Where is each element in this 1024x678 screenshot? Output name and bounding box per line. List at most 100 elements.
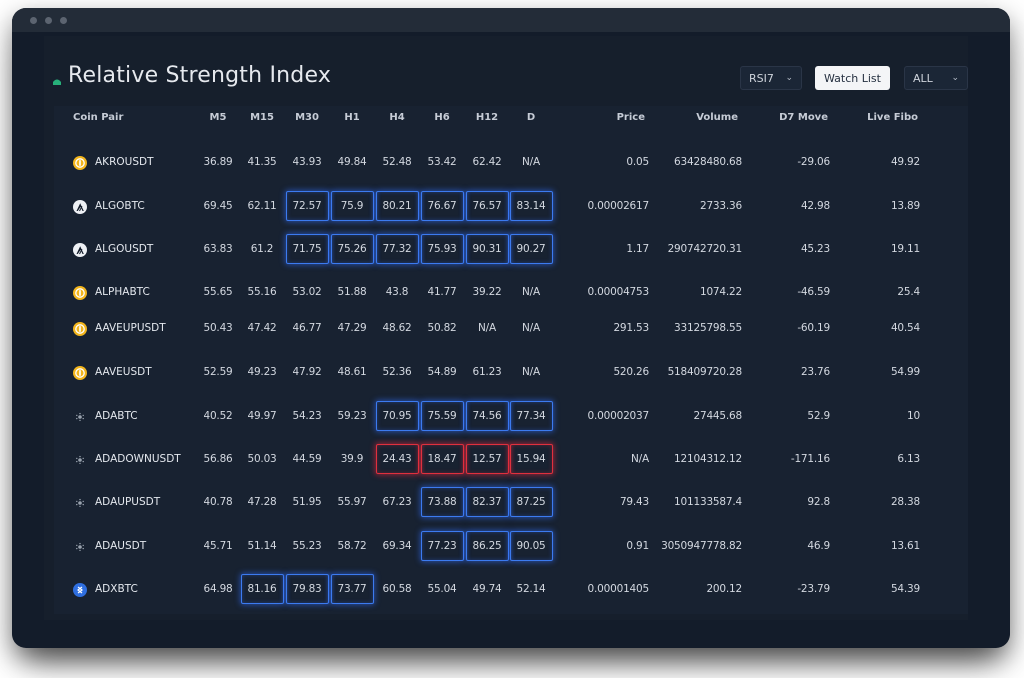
coin-pair-name[interactable]: AAVEUSDT bbox=[95, 366, 152, 378]
d7-move-value: -23.79 bbox=[797, 583, 830, 595]
overbought-highlight bbox=[331, 191, 374, 221]
column-header[interactable]: H4 bbox=[389, 112, 405, 123]
price-value: 0.05 bbox=[626, 156, 649, 168]
oversold-highlight bbox=[510, 444, 553, 474]
live-fibo-value: 19.11 bbox=[890, 243, 920, 255]
rsi-value: 86.25 bbox=[472, 540, 502, 552]
rsi-value: 75.93 bbox=[427, 243, 457, 255]
rsi-value: 40.78 bbox=[203, 496, 233, 508]
d7-move-value: 46.9 bbox=[807, 540, 830, 552]
rsi-value: 39.9 bbox=[340, 453, 364, 465]
rsi-value: N/A bbox=[478, 322, 496, 334]
volume-value: 290742720.31 bbox=[667, 243, 743, 255]
overbought-highlight bbox=[510, 191, 553, 221]
overbought-highlight bbox=[286, 574, 329, 604]
column-header[interactable]: H6 bbox=[434, 112, 450, 123]
rsi-value: 36.89 bbox=[203, 156, 233, 168]
overbought-highlight bbox=[421, 487, 464, 517]
oversold-highlight bbox=[421, 444, 464, 474]
window-dot-icon[interactable] bbox=[45, 17, 52, 24]
rsi-value: 47.29 bbox=[337, 322, 367, 334]
rsi-value: 48.62 bbox=[382, 322, 412, 334]
overbought-highlight bbox=[421, 401, 464, 431]
coin-pair-name[interactable]: ALGOUSDT bbox=[95, 243, 154, 255]
overbought-highlight bbox=[331, 574, 374, 604]
rsi-value: 51.14 bbox=[247, 540, 277, 552]
cardano-icon bbox=[73, 495, 87, 509]
column-header[interactable]: M15 bbox=[250, 112, 274, 123]
column-header[interactable]: M30 bbox=[295, 112, 319, 123]
window-dot-icon[interactable] bbox=[60, 17, 67, 24]
coin-pair-name[interactable]: ADAUSDT bbox=[95, 540, 147, 552]
aaveup-coin-icon bbox=[73, 321, 87, 336]
coin-pair-name[interactable]: ADAUPUSDT bbox=[95, 496, 161, 508]
volume-value: 101133587.4 bbox=[674, 496, 742, 508]
indicator-select[interactable]: RSI7 ⌄ bbox=[740, 66, 802, 90]
volume-value: 1074.22 bbox=[699, 286, 742, 298]
rsi-value: 47.42 bbox=[247, 322, 277, 334]
coin-pair-name[interactable]: ADADOWNUSDT bbox=[95, 453, 181, 465]
coin-pair-name[interactable]: ADXBTC bbox=[95, 583, 138, 595]
rsi-value: N/A bbox=[522, 322, 540, 334]
coin-pair-name[interactable]: ALPHABTC bbox=[95, 286, 150, 298]
column-header[interactable]: D bbox=[526, 112, 536, 123]
overbought-highlight bbox=[376, 401, 419, 431]
volume-value: 27445.68 bbox=[693, 410, 742, 422]
column-header[interactable]: Volume bbox=[696, 112, 738, 123]
indicator-icon bbox=[53, 79, 61, 85]
coin-pair-name[interactable]: ALGOBTC bbox=[95, 200, 145, 212]
overbought-highlight bbox=[466, 234, 509, 264]
rsi-value: 75.59 bbox=[427, 410, 457, 422]
rsi-table bbox=[54, 106, 968, 614]
rsi-value: 90.27 bbox=[516, 243, 546, 255]
akro-coin-icon bbox=[73, 155, 87, 170]
volume-value: 12104312.12 bbox=[674, 453, 742, 465]
rsi-value: 54.89 bbox=[427, 366, 457, 378]
chevron-down-icon: ⌄ bbox=[951, 73, 959, 83]
algorand-icon bbox=[73, 199, 87, 214]
d7-move-value: 52.9 bbox=[807, 410, 830, 422]
window-dot-icon[interactable] bbox=[30, 17, 37, 24]
coin-pair-name[interactable]: ADABTC bbox=[95, 410, 138, 422]
volume-value: 2733.36 bbox=[699, 200, 742, 212]
rsi-value: 49.84 bbox=[337, 156, 367, 168]
filter-select[interactable]: ALL ⌄ bbox=[904, 66, 968, 90]
overbought-highlight bbox=[331, 234, 374, 264]
rsi-value: 52.59 bbox=[203, 366, 233, 378]
live-fibo-value: 54.99 bbox=[890, 366, 920, 378]
rsi-value: 59.23 bbox=[337, 410, 367, 422]
column-header[interactable]: M5 bbox=[209, 112, 227, 123]
rsi-value: 41.35 bbox=[247, 156, 277, 168]
rsi-value: 70.95 bbox=[382, 410, 412, 422]
column-header[interactable]: D7 Move bbox=[779, 112, 828, 123]
rsi-value: 73.77 bbox=[337, 583, 367, 595]
rsi-value: 24.43 bbox=[382, 453, 412, 465]
rsi-value: 53.42 bbox=[427, 156, 457, 168]
rsi-value: 12.57 bbox=[472, 453, 502, 465]
rsi-value: 47.28 bbox=[247, 496, 277, 508]
column-header[interactable]: Price bbox=[616, 112, 645, 123]
price-value: 0.91 bbox=[626, 540, 649, 552]
coin-pair-name[interactable]: AKROUSDT bbox=[95, 156, 154, 168]
column-header[interactable]: Coin Pair bbox=[73, 112, 124, 123]
rsi-value: 55.04 bbox=[427, 583, 457, 595]
rsi-value: 58.72 bbox=[337, 540, 367, 552]
live-fibo-value: 13.89 bbox=[890, 200, 920, 212]
overbought-highlight bbox=[376, 234, 419, 264]
rsi-value: 81.16 bbox=[247, 583, 277, 595]
rsi-value: N/A bbox=[522, 286, 540, 298]
price-value: 79.43 bbox=[619, 496, 649, 508]
live-fibo-value: 54.39 bbox=[890, 583, 920, 595]
column-header[interactable]: H1 bbox=[344, 112, 360, 123]
rsi-value: 54.23 bbox=[292, 410, 322, 422]
rsi-value: 40.52 bbox=[203, 410, 233, 422]
rsi-value: 47.92 bbox=[292, 366, 322, 378]
column-header[interactable]: H12 bbox=[475, 112, 499, 123]
column-header[interactable]: Live Fibo bbox=[867, 112, 918, 123]
rsi-value: 50.03 bbox=[247, 453, 277, 465]
coin-pair-name[interactable]: AAVEUPUSDT bbox=[95, 322, 166, 334]
price-value: N/A bbox=[631, 453, 649, 465]
watchlist-button[interactable]: Watch List bbox=[815, 66, 890, 90]
overbought-highlight bbox=[466, 531, 509, 561]
live-fibo-value: 13.61 bbox=[890, 540, 920, 552]
